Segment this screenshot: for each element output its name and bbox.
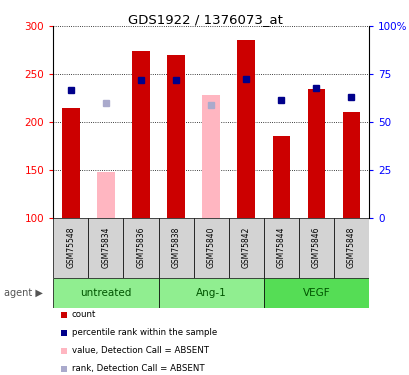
Text: GSM75846: GSM75846 — [311, 227, 320, 268]
Text: count: count — [71, 310, 96, 319]
Text: GSM75844: GSM75844 — [276, 227, 285, 268]
Text: GSM75836: GSM75836 — [136, 227, 145, 268]
Bar — [53, 217, 88, 278]
Text: GSM75834: GSM75834 — [101, 227, 110, 268]
Text: GDS1922 / 1376073_at: GDS1922 / 1376073_at — [127, 13, 282, 26]
Bar — [237, 40, 254, 218]
Text: untreated: untreated — [80, 288, 131, 297]
Bar — [342, 112, 360, 218]
Bar — [132, 51, 149, 217]
Bar — [97, 172, 115, 217]
Text: percentile rank within the sample: percentile rank within the sample — [71, 328, 216, 337]
Bar — [263, 217, 298, 278]
Bar — [53, 278, 158, 308]
Text: GSM75842: GSM75842 — [241, 227, 250, 268]
Bar — [88, 217, 123, 278]
Bar — [193, 217, 228, 278]
Text: rank, Detection Call = ABSENT: rank, Detection Call = ABSENT — [71, 364, 204, 373]
Bar — [62, 108, 79, 218]
Bar — [307, 89, 324, 218]
Text: GSM75840: GSM75840 — [206, 227, 215, 268]
Bar — [272, 136, 289, 218]
Bar — [298, 217, 333, 278]
Bar — [158, 278, 263, 308]
Bar — [228, 217, 263, 278]
Text: GSM75548: GSM75548 — [66, 227, 75, 268]
Bar — [158, 217, 193, 278]
Bar — [123, 217, 158, 278]
Text: GSM75848: GSM75848 — [346, 227, 355, 268]
Bar — [202, 95, 219, 218]
Text: GSM75838: GSM75838 — [171, 227, 180, 268]
Bar — [263, 278, 368, 308]
Bar — [333, 217, 368, 278]
Text: Ang-1: Ang-1 — [196, 288, 226, 297]
Text: agent ▶: agent ▶ — [4, 288, 43, 297]
Bar — [167, 55, 184, 217]
Text: value, Detection Call = ABSENT: value, Detection Call = ABSENT — [71, 346, 208, 355]
Text: VEGF: VEGF — [302, 288, 329, 297]
